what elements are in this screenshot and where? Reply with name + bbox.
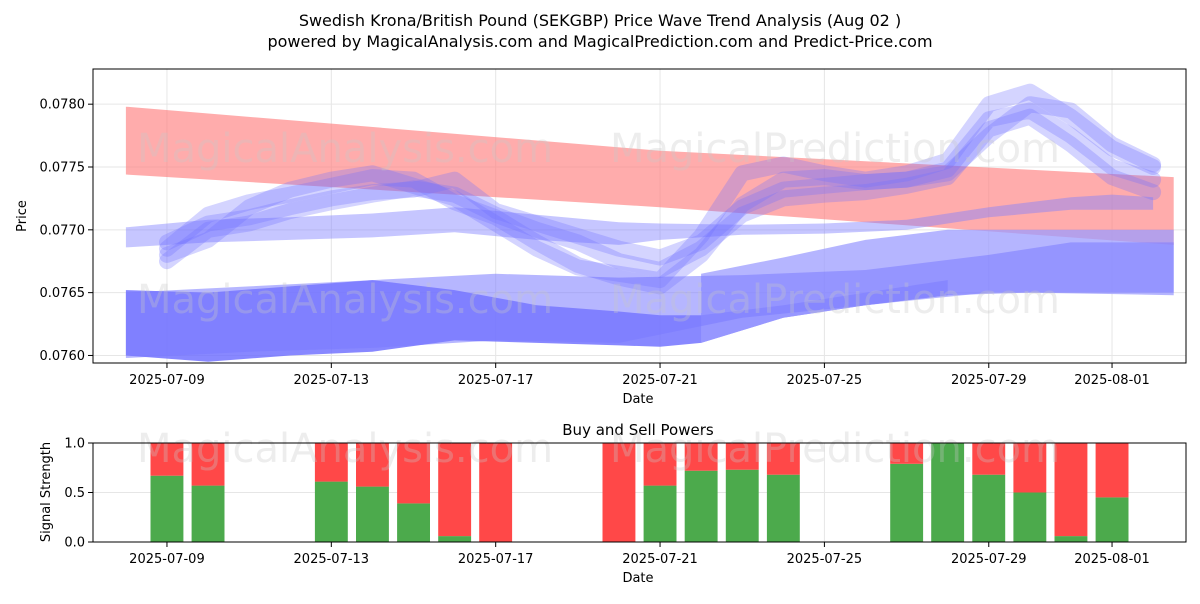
blue-mid-band (125, 242, 1174, 358)
sell-bar (314, 443, 348, 482)
blue-wave-3 (159, 108, 1162, 278)
buy-bar (890, 463, 924, 542)
signal-y-tick-label: 0.5 (64, 486, 85, 501)
price-x-tick-label: 2025-07-13 (294, 373, 370, 388)
buy-bar (1095, 497, 1129, 542)
buy-bar (643, 485, 677, 542)
buy-bar (684, 470, 718, 542)
signal-x-tick-label: 2025-07-29 (951, 552, 1027, 567)
price-x-tick-label: 2025-07-17 (458, 373, 534, 388)
signal-y-axis-label: Signal Strength (39, 442, 54, 542)
sell-bar (356, 443, 389, 487)
sell-bar (725, 443, 759, 470)
buy-bar (1013, 492, 1047, 542)
blue-upper-band (125, 194, 1154, 248)
watermark-top-left-2: MagicalAnalysis.com (137, 277, 553, 323)
price-y-tick-label: 0.0760 (40, 349, 86, 364)
chart-title-line-1: Swedish Krona/British Pound (SEKGBP) Pri… (299, 11, 901, 30)
buy-bar (150, 475, 184, 542)
price-x-tick-label: 2025-07-29 (951, 373, 1027, 388)
buy-bar (931, 443, 965, 542)
signal-x-tick-label: 2025-07-09 (129, 552, 205, 567)
price-x-tick-label: 2025-07-21 (622, 373, 698, 388)
buy-bar (438, 536, 472, 542)
price-y-tick-label: 0.0775 (40, 161, 86, 176)
sell-bar (191, 443, 225, 486)
buy-bar (397, 503, 430, 542)
price-ticks: 2025-07-09 2025-07-13 2025-07-17 2025-07-21… (40, 98, 1150, 388)
sell-bar (684, 443, 718, 471)
watermark-top-right-2: MagicalPrediction.com (610, 277, 1060, 323)
watermark-bottom-right: MagicalPrediction.com (610, 426, 1060, 472)
buy-bar (1054, 536, 1088, 542)
chart-title-line-2: powered by MagicalAnalysis.com and Magic… (267, 32, 932, 51)
price-x-tick-label: 2025-07-25 (787, 373, 863, 388)
sell-bar (972, 443, 1006, 475)
signal-y-tick-label: 0.0 (64, 536, 85, 551)
signal-y-tick-label: 1.0 (64, 437, 85, 452)
signal-x-tick-label: 2025-07-13 (294, 552, 370, 567)
buy-bar (191, 485, 225, 542)
signal-ticks: 2025-07-09 2025-07-13 2025-07-17 2025-07-21… (64, 437, 1150, 568)
sell-bar (397, 443, 430, 504)
price-y-tick-label: 0.0770 (40, 223, 86, 238)
signal-x-tick-label: 2025-07-25 (787, 552, 863, 567)
price-x-tick-label: 2025-08-01 (1074, 373, 1150, 388)
sell-bar (479, 443, 513, 542)
buy-bar (314, 481, 348, 542)
buy-bar (725, 469, 759, 542)
blue-wave-2 (159, 83, 1162, 289)
signal-bars (150, 443, 1129, 542)
sell-bar (1095, 443, 1129, 498)
price-series (125, 83, 1174, 362)
price-axes-frame (92, 68, 1187, 364)
sell-bar (643, 443, 677, 486)
price-x-axis-label: Date (622, 392, 653, 407)
buy-bar (356, 486, 389, 542)
price-panel: MagicalAnalysis.com MagicalPrediction.co… (15, 68, 1187, 407)
signal-x-tick-label: 2025-07-17 (458, 552, 534, 567)
blue-wave-4 (159, 102, 1162, 266)
price-y-tick-label: 0.0780 (40, 98, 86, 113)
signal-x-tick-label: 2025-08-01 (1074, 552, 1150, 567)
sell-bar (602, 443, 636, 542)
watermark-bottom-left: MagicalAnalysis.com (137, 426, 553, 472)
price-x-tick-label: 2025-07-09 (129, 373, 205, 388)
blue-wave-1 (159, 96, 1162, 295)
signal-x-tick-label: 2025-07-21 (622, 552, 698, 567)
watermark-top-right-1: MagicalPrediction.com (610, 126, 1060, 172)
signal-x-axis-label: Date (622, 571, 653, 586)
sell-bar (890, 443, 924, 464)
red-trend-band (125, 106, 1174, 245)
price-y-axis-label: Price (15, 200, 30, 232)
sell-bar (438, 443, 472, 537)
price-y-tick-label: 0.0765 (40, 286, 86, 301)
sell-bar (766, 443, 800, 475)
signal-title: Buy and Sell Powers (562, 421, 714, 439)
signal-panel: Buy and Sell Powers MagicalAnalysis.com … (39, 421, 1187, 586)
sell-bar (1054, 443, 1088, 537)
watermark-top-left-1: MagicalAnalysis.com (137, 126, 553, 172)
sell-bar (150, 443, 184, 476)
sell-bar (1013, 443, 1047, 493)
buy-bar (972, 474, 1006, 542)
buy-bar (766, 474, 800, 542)
